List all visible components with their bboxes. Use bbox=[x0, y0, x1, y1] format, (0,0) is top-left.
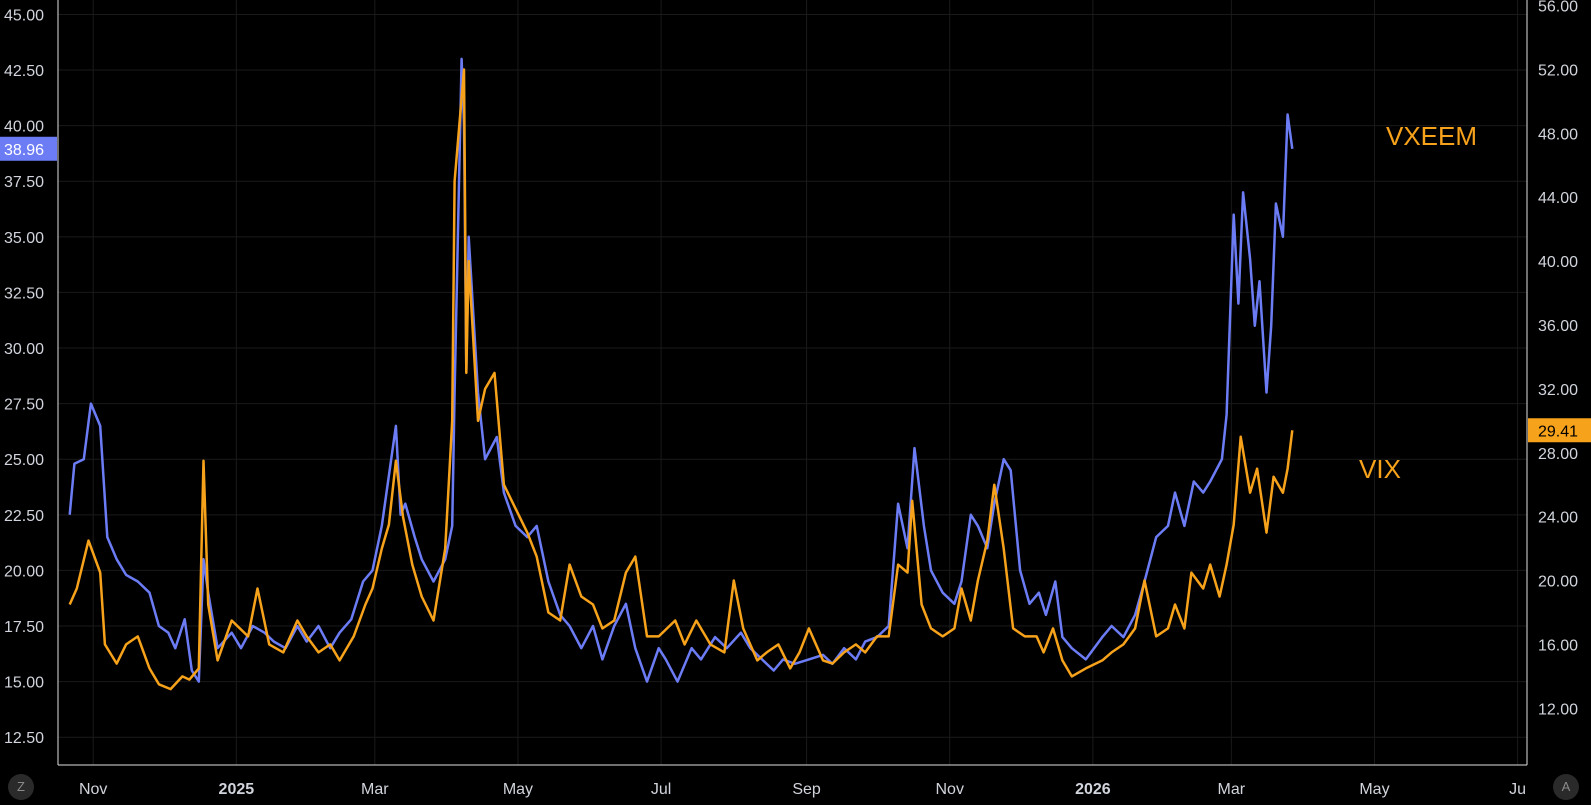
left-tick-label: 12.50 bbox=[4, 730, 44, 747]
right-tick-label: 32.00 bbox=[1538, 382, 1578, 399]
auto-scale-button[interactable]: A bbox=[1553, 774, 1579, 800]
series-label-vix: VIX bbox=[1359, 454, 1401, 484]
right-tick-label: 56.00 bbox=[1538, 0, 1578, 16]
right-tick-label: 12.00 bbox=[1538, 701, 1578, 718]
time-tick-label: Mar bbox=[1218, 781, 1246, 798]
left-tick-label: 22.50 bbox=[4, 508, 44, 525]
last-value-text-vix: 29.41 bbox=[1538, 423, 1578, 440]
time-tick-label: Ju bbox=[1509, 781, 1526, 798]
right-tick-label: 48.00 bbox=[1538, 126, 1578, 143]
right-tick-label: 52.00 bbox=[1538, 62, 1578, 79]
right-tick-label: 40.00 bbox=[1538, 254, 1578, 271]
left-tick-label: 30.00 bbox=[4, 341, 44, 358]
time-tick-label: Sep bbox=[792, 781, 821, 798]
left-tick-label: 40.00 bbox=[4, 119, 44, 136]
time-tick-label: May bbox=[503, 781, 533, 798]
labels-layer: 38.96 29.41 VXEEM VIX bbox=[0, 121, 1591, 484]
left-tick-label: 25.00 bbox=[4, 452, 44, 469]
time-tick-label: Nov bbox=[935, 781, 963, 798]
time-tick-label: Nov bbox=[79, 781, 107, 798]
left-tick-label: 20.00 bbox=[4, 563, 44, 580]
time-tick-label: 2025 bbox=[219, 781, 255, 798]
series-layer bbox=[68, 57, 1294, 691]
left-tick-label: 32.50 bbox=[4, 285, 44, 302]
last-value-badge-vxeem bbox=[0, 136, 57, 161]
left-tick-label: 42.50 bbox=[4, 63, 44, 80]
series-label-vxeem: VXEEM bbox=[1386, 121, 1477, 151]
right-tick-label: 36.00 bbox=[1538, 318, 1578, 335]
time-tick-label: May bbox=[1359, 781, 1389, 798]
zoom-button-left[interactable]: Z bbox=[8, 774, 34, 800]
time-tick-label: Mar bbox=[361, 781, 389, 798]
left-tick-label: 17.50 bbox=[4, 619, 44, 636]
right-tick-label: 24.00 bbox=[1538, 510, 1578, 527]
time-axis[interactable]: Nov 2025 Mar May Jul Sep Nov 2026 Mar May Ju bbox=[58, 764, 1527, 798]
left-price-axis[interactable]: 45.00 42.50 40.00 37.50 35.00 32.50 30.00 27.50… bbox=[4, 0, 59, 765]
right-tick-label: 16.00 bbox=[1538, 637, 1578, 654]
left-tick-label: 37.50 bbox=[4, 174, 44, 191]
left-tick-label: 15.00 bbox=[4, 675, 44, 692]
series-line-vxeem bbox=[68, 57, 1294, 683]
time-tick-label: 2026 bbox=[1075, 781, 1111, 798]
right-tick-label: 20.00 bbox=[1538, 574, 1578, 591]
last-value-text-vxeem: 38.96 bbox=[4, 142, 44, 159]
right-tick-label: 44.00 bbox=[1538, 190, 1578, 207]
right-tick-label: 28.00 bbox=[1538, 446, 1578, 463]
left-tick-label: 35.00 bbox=[4, 230, 44, 247]
series-line-vix bbox=[68, 68, 1294, 691]
right-price-axis[interactable]: 56.00 52.00 48.00 44.00 40.00 36.00 32.00 28.00… bbox=[1526, 0, 1578, 765]
left-tick-label: 45.00 bbox=[4, 7, 44, 24]
grid-layer bbox=[58, 0, 1527, 765]
left-tick-label: 27.50 bbox=[4, 397, 44, 414]
last-value-badge-vix bbox=[1528, 418, 1591, 443]
time-tick-label: Jul bbox=[651, 781, 671, 798]
